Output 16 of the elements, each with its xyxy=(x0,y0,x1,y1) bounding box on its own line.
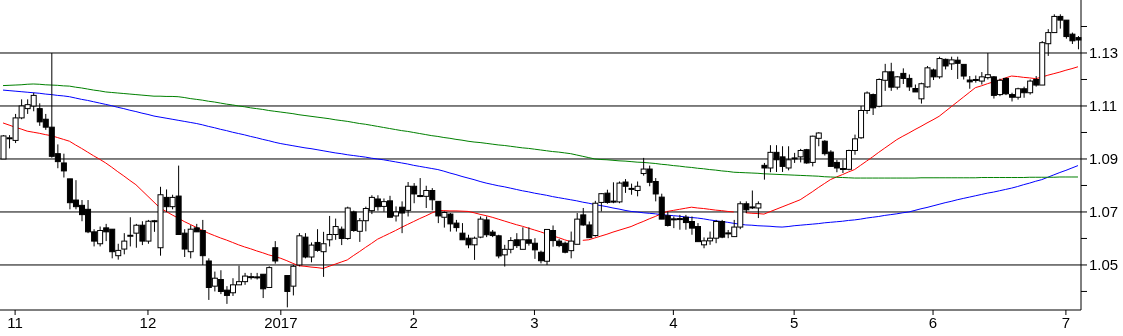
y-tick-label: 1.09 xyxy=(1089,150,1119,168)
x-tick-label: 2017 xyxy=(264,313,298,331)
y-tick-label: 1.05 xyxy=(1089,256,1119,274)
x-tick-label: 3 xyxy=(530,313,539,331)
candlestick xyxy=(127,216,134,247)
candlestick xyxy=(121,232,128,255)
x-tick-label: 11 xyxy=(7,313,23,331)
y-tick-label: 1.13 xyxy=(1089,44,1119,62)
x-tick-label: 2 xyxy=(409,313,418,331)
x-tick-label: 5 xyxy=(789,313,799,331)
x-tick-label: 7 xyxy=(1061,313,1071,331)
x-tick-label: 12 xyxy=(139,313,157,331)
y-tick-label: 1.07 xyxy=(1089,203,1119,221)
x-tick-label: 6 xyxy=(928,313,938,331)
y-tick-label: 1.11 xyxy=(1089,97,1118,115)
x-tick-label: 4 xyxy=(669,313,678,331)
